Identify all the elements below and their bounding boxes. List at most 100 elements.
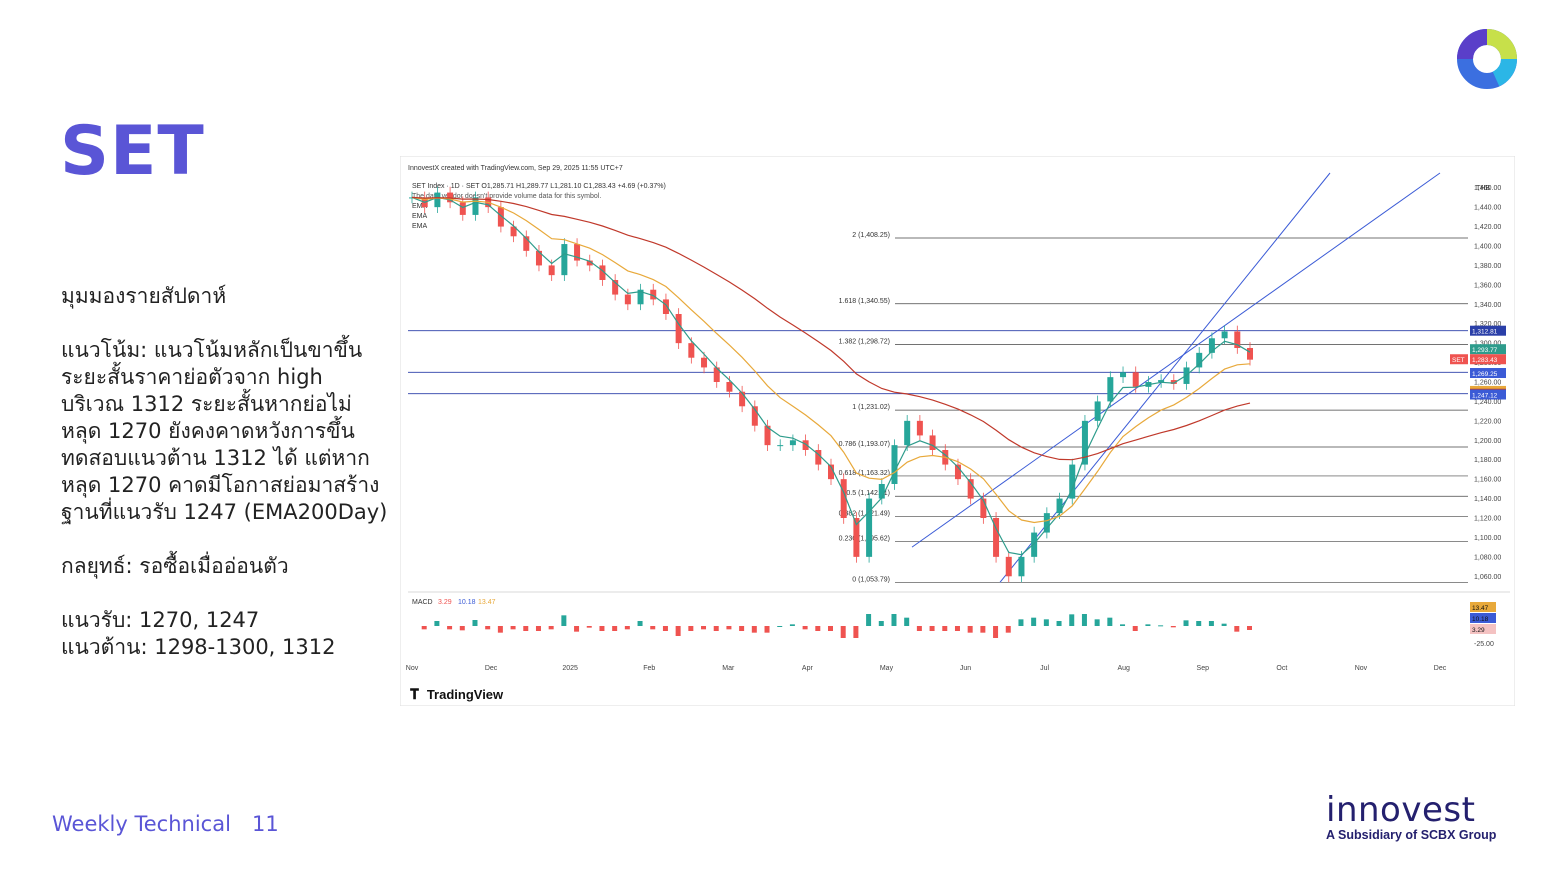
macd-value: 13.47 bbox=[478, 599, 496, 606]
macd-histogram-bar bbox=[1158, 625, 1164, 627]
candle-body bbox=[954, 464, 961, 480]
symbol-line: SET Index · 1D · SET O1,285.71 H1,289.77… bbox=[412, 183, 666, 190]
y-tick-label: 1,440.00 bbox=[1474, 205, 1501, 212]
macd-histogram-bar bbox=[650, 626, 656, 630]
macd-histogram-bar bbox=[1056, 621, 1062, 626]
trend-line: แนวโน้ม: แนวโน้มหลักเป็นขาขึ้น bbox=[61, 338, 363, 362]
candle-body bbox=[967, 479, 974, 499]
price-tag-label: 1,283.43 bbox=[1472, 357, 1498, 364]
candle-body bbox=[815, 450, 822, 465]
ema-fast-line bbox=[411, 196, 1251, 556]
price-tag-label: 1,269.25 bbox=[1472, 371, 1498, 378]
macd-histogram-bar bbox=[726, 626, 732, 630]
fib-level-label: 0.786 (1,193.07) bbox=[839, 441, 890, 448]
y-tick-label: 1,400.00 bbox=[1474, 244, 1501, 251]
y-tick-label: 1,160.00 bbox=[1474, 477, 1501, 484]
y-tick-label: 1,220.00 bbox=[1474, 418, 1501, 425]
x-tick-label: Sep bbox=[1197, 665, 1210, 672]
candle-body bbox=[1132, 372, 1139, 387]
macd-histogram-bar bbox=[1081, 614, 1087, 626]
weekly-commentary: มุมมองรายสัปดาห์ แนวโน้ม: แนวโน้มหลักเป็… bbox=[61, 283, 401, 661]
fib-level-label: 0.236 (1,095.62) bbox=[839, 536, 890, 543]
x-tick-label: Dec bbox=[1434, 665, 1447, 672]
indicator-label: EMA bbox=[412, 223, 428, 230]
macd-histogram-bar bbox=[535, 626, 541, 631]
data-notice: The data vendor doesn't provide volume d… bbox=[412, 193, 601, 200]
candle-body bbox=[637, 289, 644, 305]
macd-histogram-bar bbox=[561, 615, 567, 626]
price-tag-label: 1,247.12 bbox=[1472, 393, 1498, 400]
candle-body bbox=[612, 280, 619, 295]
macd-histogram-bar bbox=[485, 626, 491, 630]
macd-histogram-bar bbox=[1005, 626, 1011, 633]
macd-histogram-bar bbox=[1145, 624, 1151, 626]
macd-tag-label: 3.29 bbox=[1472, 627, 1485, 634]
macd-histogram-bar bbox=[472, 620, 478, 626]
candle-body bbox=[561, 244, 568, 276]
candle-body bbox=[1018, 556, 1025, 577]
macd-histogram-bar bbox=[459, 626, 465, 631]
candle-body bbox=[1196, 352, 1203, 368]
brand-tagline: A Subsidiary of SCBX Group bbox=[1326, 828, 1497, 842]
macd-histogram-bar bbox=[599, 626, 605, 631]
candle-body bbox=[1170, 380, 1177, 384]
candle-body bbox=[840, 479, 847, 518]
y-tick-label: 1,060.00 bbox=[1474, 574, 1501, 581]
macd-histogram-bar bbox=[637, 621, 643, 626]
macd-histogram-bar bbox=[916, 626, 922, 631]
macd-histogram-bar bbox=[1221, 623, 1227, 626]
candle-body bbox=[586, 260, 593, 266]
candle-body bbox=[1094, 401, 1101, 421]
macd-histogram-bar bbox=[713, 626, 719, 631]
macd-histogram-bar bbox=[866, 614, 872, 626]
price-tag-label: 1,293.77 bbox=[1472, 347, 1498, 354]
fib-level-label: 2 (1,408.25) bbox=[852, 232, 890, 239]
macd-histogram-bar bbox=[739, 626, 745, 631]
trend-line: หลุด 1270 คาดมีโอกาสย่อมาสร้าง bbox=[61, 473, 380, 497]
candle-body bbox=[1056, 498, 1063, 514]
candle-body bbox=[459, 202, 466, 215]
footer-title: Weekly Technical bbox=[52, 812, 231, 836]
candle-body bbox=[916, 420, 923, 436]
macd-histogram-bar bbox=[904, 617, 910, 626]
fib-level-label: 0.382 (1,121.49) bbox=[839, 511, 890, 518]
macd-histogram-bar bbox=[1120, 624, 1126, 626]
x-tick-label: Feb bbox=[643, 665, 655, 672]
macd-histogram-bar bbox=[1094, 619, 1100, 626]
macd-axis-tick: -25.00 bbox=[1474, 641, 1494, 648]
price-tag bbox=[1470, 389, 1506, 400]
fib-level-label: 1.382 (1,298.72) bbox=[839, 338, 890, 345]
resistance-text: แนวต้าน: 1298-1300, 1312 bbox=[61, 635, 336, 659]
candle-body bbox=[662, 299, 669, 314]
macd-label: MACD bbox=[412, 599, 433, 606]
fib-level-label: 1.618 (1,340.55) bbox=[839, 298, 890, 305]
macd-tag bbox=[1470, 624, 1496, 634]
commentary-heading: มุมมองรายสัปดาห์ bbox=[61, 284, 227, 308]
candle-body bbox=[713, 367, 720, 382]
macd-histogram-bar bbox=[586, 626, 592, 628]
macd-histogram-bar bbox=[1196, 621, 1202, 626]
y-tick-label: 1,320.00 bbox=[1474, 321, 1501, 328]
macd-histogram-bar bbox=[967, 626, 973, 633]
candle-body bbox=[1120, 372, 1127, 378]
macd-histogram-bar bbox=[1069, 614, 1075, 626]
candle-body bbox=[878, 484, 885, 499]
macd-histogram-bar bbox=[1247, 626, 1252, 630]
candle-body bbox=[574, 244, 581, 261]
candle-body bbox=[764, 425, 771, 446]
macd-histogram-bar bbox=[701, 626, 707, 630]
macd-histogram-bar bbox=[1208, 621, 1214, 626]
ema-mid-line bbox=[411, 196, 1251, 524]
macd-histogram-bar bbox=[891, 614, 897, 626]
candle-body bbox=[599, 265, 606, 280]
candle-body bbox=[535, 250, 542, 266]
trend-line: ระยะสั้นราคาย่อตัวจาก high bbox=[61, 365, 323, 389]
y-tick-label: 1,080.00 bbox=[1474, 554, 1501, 561]
macd-histogram-bar bbox=[993, 626, 999, 638]
y-tick-label: 1,260.00 bbox=[1474, 380, 1501, 387]
candle-body bbox=[1221, 331, 1228, 339]
macd-histogram-bar bbox=[878, 621, 884, 626]
x-tick-label: 2025 bbox=[562, 665, 578, 672]
candle-body bbox=[1158, 380, 1165, 382]
brand-name: innovest bbox=[1326, 790, 1476, 830]
